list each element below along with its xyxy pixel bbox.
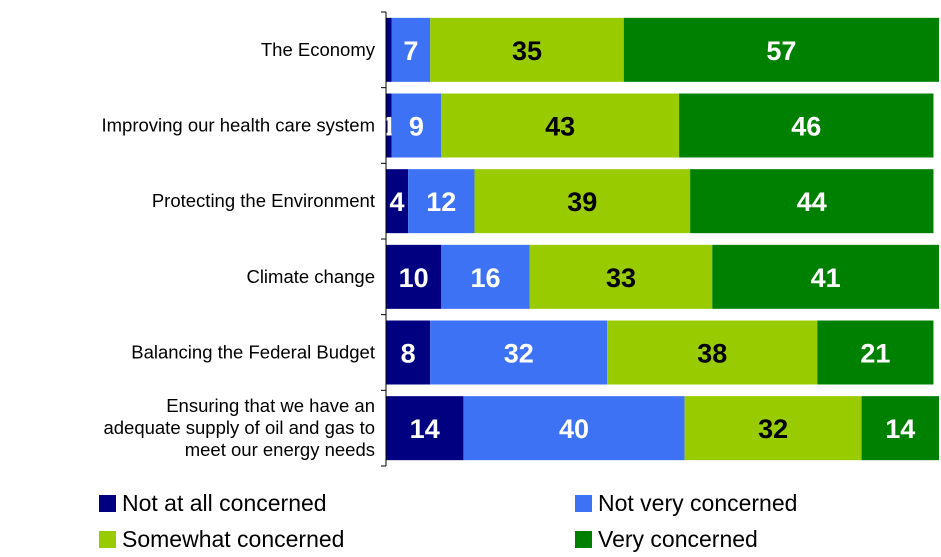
bar-not-at-all-concerned xyxy=(386,396,464,461)
legend-label: Very concerned xyxy=(598,526,758,552)
legend-item-not-very-concerned: Not very concerned xyxy=(575,490,797,517)
bar-not-very-concerned xyxy=(391,93,442,158)
bar-not-at-all-concerned xyxy=(386,244,442,309)
data-label: 14 xyxy=(885,414,915,444)
data-label: 32 xyxy=(504,339,534,369)
legend-swatch xyxy=(575,531,592,548)
bar-somewhat-concerned xyxy=(684,396,862,461)
bar-not-very-concerned xyxy=(463,396,685,461)
bar-very-concerned xyxy=(679,93,934,158)
category-label: Protecting the Environment xyxy=(152,190,375,211)
data-label: 32 xyxy=(758,414,788,444)
bar-not-at-all-concerned xyxy=(386,93,392,158)
data-label: 33 xyxy=(606,263,636,293)
legend-swatch xyxy=(575,495,592,512)
legend-swatch xyxy=(99,495,116,512)
category-labels: The Economy Improving our health care sys… xyxy=(101,39,375,460)
data-label: 39 xyxy=(567,187,597,217)
legend-item-not-at-all-concerned: Not at all concerned xyxy=(99,490,327,517)
data-label: 4 xyxy=(390,187,405,217)
category-label: Balancing the Federal Budget xyxy=(131,342,375,363)
bar-somewhat-concerned xyxy=(529,244,713,309)
bar-very-concerned xyxy=(690,169,934,234)
category-label: Improving our health care system xyxy=(101,115,375,136)
bar-not-very-concerned xyxy=(430,320,608,385)
y-axis-ticks xyxy=(381,11,386,467)
legend-label: Not very concerned xyxy=(598,490,798,516)
bar-not-at-all-concerned xyxy=(386,320,431,385)
data-label: 8 xyxy=(401,339,416,369)
data-label: 12 xyxy=(426,187,456,217)
data-label: 40 xyxy=(559,414,589,444)
data-label: 41 xyxy=(811,263,841,293)
bar-somewhat-concerned xyxy=(430,17,624,82)
legend-item-somewhat-concerned: Somewhat concerned xyxy=(99,526,344,553)
bar-not-at-all-concerned xyxy=(386,17,392,82)
legend-label: Not at all concerned xyxy=(122,490,327,516)
bar-very-concerned xyxy=(861,396,939,461)
data-label: 7 xyxy=(403,36,418,66)
data-label: 38 xyxy=(697,339,727,369)
data-label: 21 xyxy=(860,339,890,369)
data-label: 9 xyxy=(409,112,424,142)
category-label: The Economy xyxy=(261,39,376,60)
data-label: 35 xyxy=(512,36,542,66)
legend-label: Somewhat concerned xyxy=(122,526,345,552)
data-label: 14 xyxy=(410,414,440,444)
category-label: Climate change xyxy=(246,266,375,287)
bar-not-very-concerned xyxy=(408,169,475,234)
bar-somewhat-concerned xyxy=(441,93,680,158)
bar-not-very-concerned xyxy=(441,244,530,309)
data-label: 46 xyxy=(791,112,821,142)
data-label: 44 xyxy=(797,187,827,217)
bar-very-concerned xyxy=(623,17,939,82)
bar-not-at-all-concerned xyxy=(386,169,409,234)
bar-not-very-concerned xyxy=(391,17,431,82)
legend-item-very-concerned: Very concerned xyxy=(575,526,758,553)
bar-very-concerned xyxy=(712,244,939,309)
data-label: 16 xyxy=(471,263,501,293)
data-label: 43 xyxy=(545,112,575,142)
data-label: 57 xyxy=(766,36,796,66)
bar-somewhat-concerned xyxy=(474,169,691,234)
bar-very-concerned xyxy=(817,320,934,385)
bar-somewhat-concerned xyxy=(607,320,818,385)
data-label: 10 xyxy=(399,263,429,293)
legend-swatch xyxy=(99,531,116,548)
category-label: Ensuring that we have an adequate supply … xyxy=(103,395,375,460)
